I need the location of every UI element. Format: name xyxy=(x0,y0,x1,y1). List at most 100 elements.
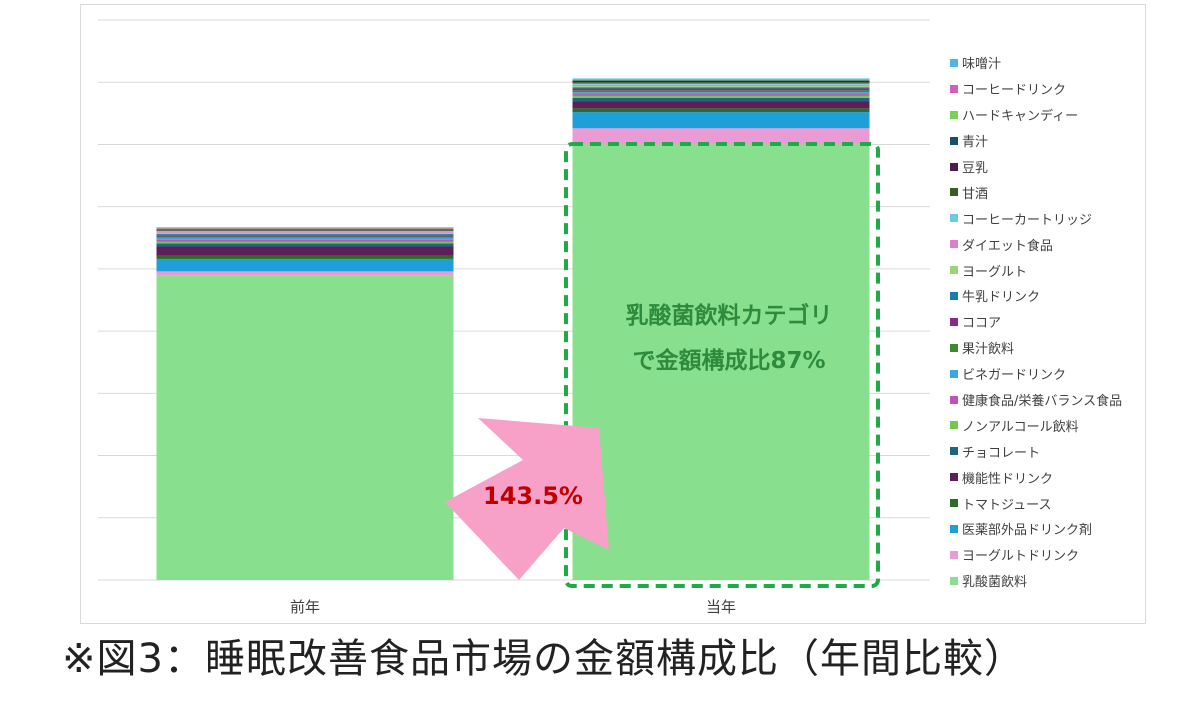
legend-item: 機能性ドリンク xyxy=(950,464,1150,490)
legend-item: 医薬部外品ドリンク剤 xyxy=(950,516,1150,542)
bar-segment xyxy=(156,236,454,238)
legend-swatch xyxy=(950,266,958,275)
legend-swatch xyxy=(950,550,958,559)
bar-segment xyxy=(156,258,454,272)
legend-label: 乳酸菌飲料 xyxy=(962,575,1028,591)
bar-segment xyxy=(572,85,870,88)
bar-segment xyxy=(572,97,870,102)
bar-segment xyxy=(156,227,454,229)
legend-item: 健康食品/栄養バランス食品 xyxy=(950,387,1150,413)
legend-item: コーヒードリンク xyxy=(950,76,1150,102)
bar-segment xyxy=(156,235,454,237)
bar-segment xyxy=(572,112,870,129)
legend-swatch xyxy=(950,136,958,145)
legend-label: 甘酒 xyxy=(962,186,989,202)
legend-label: ビネガードリンク xyxy=(962,368,1067,384)
bar-segment xyxy=(156,275,454,580)
bar-segment xyxy=(156,255,454,259)
bar-segment xyxy=(156,271,454,276)
legend-label: 果汁飲料 xyxy=(962,342,1015,358)
legend-label: 医薬部外品ドリンク剤 xyxy=(962,523,1093,539)
legend-swatch xyxy=(950,473,958,482)
bar-segment xyxy=(156,228,454,230)
bar-segment xyxy=(572,128,870,145)
legend-label: 豆乳 xyxy=(962,161,989,176)
bar-segment xyxy=(572,83,870,85)
bar-segment xyxy=(156,243,454,247)
x-axis-labels: 前年 当年 xyxy=(290,598,736,616)
legend-label: ココア xyxy=(962,316,1002,332)
legend-label: 青汁 xyxy=(962,135,989,151)
legend-swatch xyxy=(950,240,958,249)
highlight-box xyxy=(564,142,880,588)
legend-label: 味噌汁 xyxy=(962,57,1002,73)
legend-item: ヨーグルト xyxy=(950,257,1150,283)
bar-segment xyxy=(156,230,454,232)
bar-segment xyxy=(156,229,454,230)
legend-swatch xyxy=(950,110,958,119)
legend-item: ノンアルコール飲料 xyxy=(950,412,1150,438)
bar-segment xyxy=(572,80,870,81)
bar-segment xyxy=(156,230,454,231)
legend-swatch xyxy=(950,524,958,533)
legend-item: 青汁 xyxy=(950,128,1150,154)
bar-segment xyxy=(572,80,870,83)
bar-segment xyxy=(572,88,870,91)
growth-label: 143.5% xyxy=(483,482,583,510)
legend-item: ビネガードリンク xyxy=(950,361,1150,387)
legend-swatch xyxy=(950,58,958,67)
legend-swatch xyxy=(950,188,958,197)
bar-segment xyxy=(572,101,870,109)
legend-item: 乳酸菌飲料 xyxy=(950,568,1150,594)
x-tick-label: 前年 xyxy=(290,598,320,616)
legend-label: ヨーグルト xyxy=(962,264,1028,280)
legend-label: ノンアルコール飲料 xyxy=(962,419,1079,435)
bar-segment xyxy=(156,239,454,242)
bar-segment xyxy=(572,79,870,81)
highlight-text-line1: 乳酸菌飲料カテゴリ xyxy=(626,302,833,329)
bar-segment xyxy=(156,229,454,231)
legend-item: 甘酒 xyxy=(950,179,1150,205)
legend-swatch xyxy=(950,395,958,404)
legend-swatch xyxy=(950,499,958,508)
legend-item: ヨーグルトドリンク xyxy=(950,542,1150,568)
legend-label: ヨーグルトドリンク xyxy=(962,549,1080,565)
legend-swatch xyxy=(950,421,958,430)
legend-swatch xyxy=(950,576,958,585)
bar-segment xyxy=(572,95,870,98)
legend-item: コーヒーカートリッジ xyxy=(950,205,1150,231)
bar-segment xyxy=(572,144,870,580)
bar-segment xyxy=(572,84,870,86)
bar-segment xyxy=(156,246,454,256)
bar-segment xyxy=(572,78,870,80)
chart-frame xyxy=(80,4,1146,624)
growth-arrow xyxy=(445,418,609,580)
bar-segment xyxy=(572,94,870,96)
legend-label: 牛乳ドリンク xyxy=(962,290,1041,306)
legend-swatch xyxy=(950,317,958,326)
bar-segment xyxy=(156,237,454,240)
legend-swatch xyxy=(950,291,958,300)
bar-segment xyxy=(572,79,870,80)
legend-label: コーヒードリンク xyxy=(962,83,1067,99)
legend-label: コーヒーカートリッジ xyxy=(962,212,1093,228)
legend-swatch xyxy=(950,343,958,352)
legend-item: トマトジュース xyxy=(950,490,1150,516)
legend-label: ダイエット食品 xyxy=(962,238,1053,254)
bar-segment xyxy=(156,234,454,236)
bars xyxy=(156,78,870,580)
legend-item: ダイエット食品 xyxy=(950,231,1150,257)
legend-label: チョコレート xyxy=(962,445,1041,461)
legend-label: 機能性ドリンク xyxy=(962,471,1054,487)
bar-segment xyxy=(572,92,870,95)
legend-swatch xyxy=(950,214,958,223)
bar-segment xyxy=(156,232,454,235)
bar-segment xyxy=(156,241,454,244)
legend-label: 健康食品/栄養バランス食品 xyxy=(962,394,1123,410)
bar-segment xyxy=(572,108,870,113)
legend-item: チョコレート xyxy=(950,438,1150,464)
legend-swatch xyxy=(950,369,958,378)
legend: 味噌汁コーヒードリンク ハードキャンディー 青汁豆乳甘酒コーヒーカートリッジ ダイエッ… xyxy=(950,50,1150,594)
legend-label: ハードキャンディー xyxy=(962,109,1079,125)
